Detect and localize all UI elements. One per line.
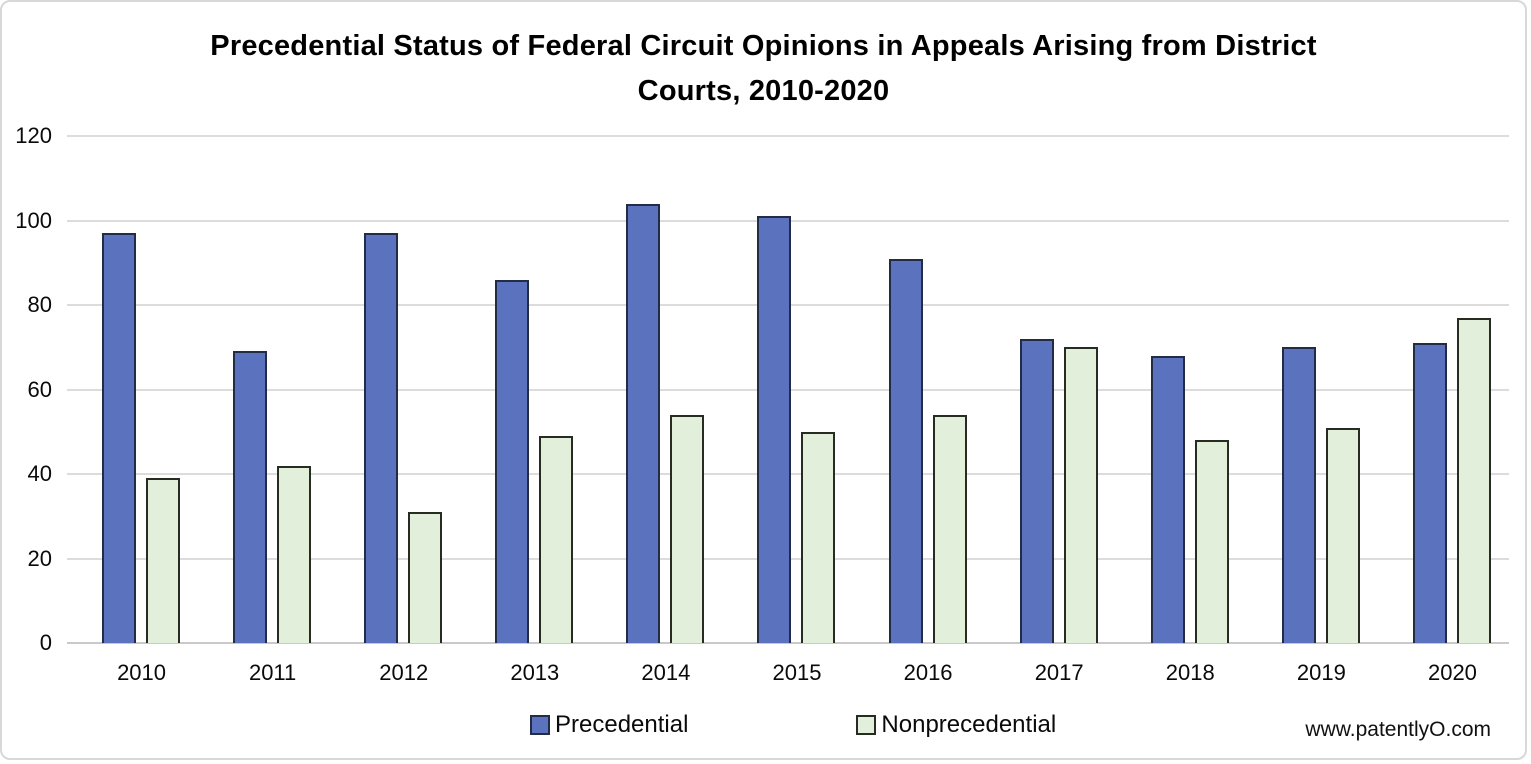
bar-group-2013 [460, 136, 591, 643]
bar-precedential-2010 [102, 233, 136, 643]
y-axis-label-120: 120 [15, 123, 52, 148]
bar-nonprecedential-2016 [932, 414, 967, 643]
bar-precedential-2012 [364, 233, 399, 643]
bar-precedential-2020 [1412, 343, 1447, 643]
bar-nonprecedential-2014 [670, 414, 705, 643]
chart-title: Precedential Status of Federal Circuit O… [2, 24, 1525, 114]
bar-nonprecedential-2013 [539, 435, 574, 643]
bar-nonprecedential-2010 [146, 478, 180, 643]
bar-group-2017 [985, 136, 1116, 643]
watermark-text: www.patentlyO.com [1305, 718, 1491, 741]
bar-group-2014 [591, 136, 722, 643]
gridline-120 [67, 135, 1509, 137]
legend-item-nonprecedential: Nonprecedential [856, 711, 1056, 739]
y-axis-label-20: 20 [27, 545, 52, 571]
bar-precedential-2017 [1019, 338, 1054, 643]
bar-precedential-2019 [1281, 347, 1316, 643]
legend-item-precedential: Precedential [530, 711, 688, 739]
gridline-0 [67, 642, 1509, 644]
x-axis-label-2014: 2014 [641, 660, 691, 685]
bar-nonprecedential-2012 [408, 512, 443, 643]
bar-nonprecedential-2015 [801, 431, 836, 643]
bar-precedential-2013 [495, 279, 530, 643]
bar-group-2011 [198, 136, 329, 643]
bar-precedential-2015 [757, 216, 792, 643]
x-axis-label-2011: 2011 [248, 660, 297, 685]
y-axis-label-0: 0 [39, 630, 52, 655]
chart-title-line2: Courts, 2010-2020 [637, 75, 890, 107]
x-axis-label-2016: 2016 [903, 660, 953, 685]
legend-swatch-nonprecedential-icon [856, 715, 877, 735]
bar-group-2019 [1247, 136, 1378, 643]
x-axis-label-2017: 2017 [1034, 660, 1084, 685]
chart-title-line1: Precedential Status of Federal Circuit O… [210, 30, 1317, 62]
bar-nonprecedential-2019 [1325, 427, 1360, 643]
bar-group-2020 [1378, 136, 1509, 643]
x-axis-label-2020: 2020 [1427, 660, 1477, 685]
legend-label-precedential: Precedential [555, 711, 689, 738]
bar-precedential-2016 [888, 258, 923, 643]
bar-group-2012 [329, 136, 460, 643]
x-axis-label-2018: 2018 [1165, 660, 1215, 685]
bar-nonprecedential-2018 [1194, 440, 1229, 643]
x-axis-label-2013: 2013 [510, 660, 560, 685]
chart-legend: Precedential Nonprecedential [530, 711, 1056, 739]
bar-group-2018 [1116, 136, 1247, 643]
bar-group-2010 [67, 136, 198, 643]
x-axis-label-2019: 2019 [1296, 660, 1346, 685]
plot-area [67, 135, 1509, 644]
y-axis-label-80: 80 [27, 292, 52, 317]
bar-nonprecedential-2017 [1063, 347, 1098, 643]
bar-group-2016 [854, 136, 985, 643]
y-axis-label-60: 60 [27, 376, 52, 402]
legend-swatch-precedential-icon [530, 715, 550, 735]
bar-nonprecedential-2011 [277, 465, 312, 643]
legend-label-nonprecedential: Nonprecedential [881, 711, 1057, 738]
y-axis-label-40: 40 [27, 461, 52, 486]
bar-nonprecedential-2020 [1456, 317, 1491, 643]
y-axis-label-100: 100 [15, 207, 52, 233]
x-axis-label-2015: 2015 [772, 660, 822, 685]
x-axis-label-2010: 2010 [117, 660, 167, 685]
x-axis-label-2012: 2012 [379, 660, 429, 685]
bar-precedential-2011 [233, 351, 268, 643]
bar-group-2015 [722, 136, 853, 643]
bar-precedential-2018 [1150, 355, 1185, 643]
bar-precedential-2014 [626, 203, 661, 643]
